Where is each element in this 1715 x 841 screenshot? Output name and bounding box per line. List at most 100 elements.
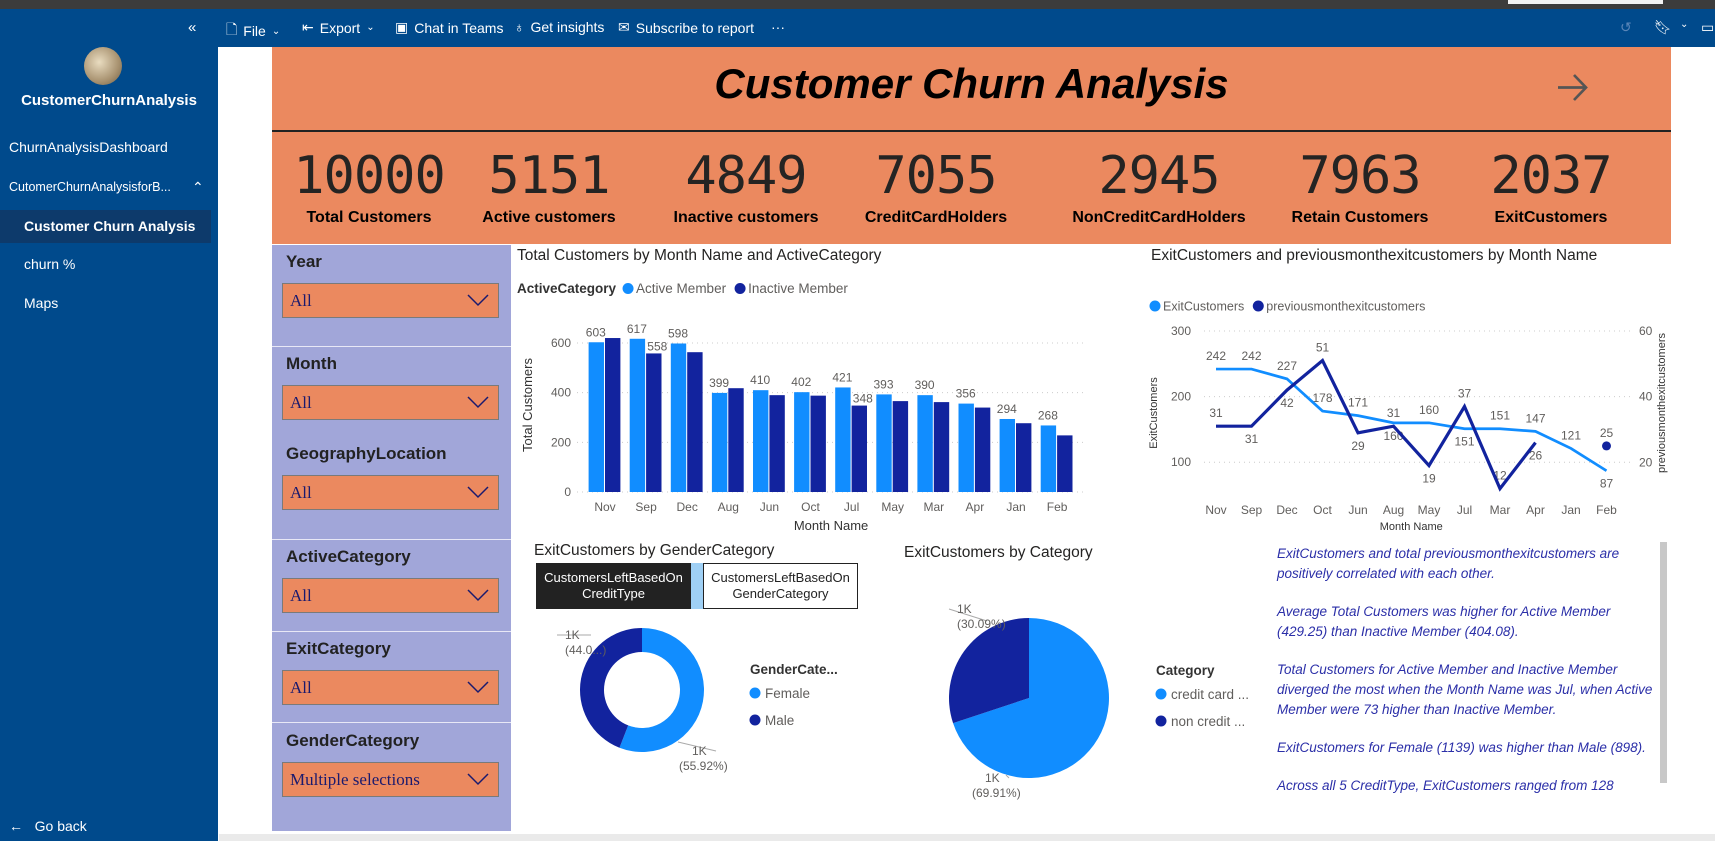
smart-narrative: ExitCustomers and total previousmonthexi… [1277, 544, 1657, 796]
legend-label: ExitCustomers [1163, 300, 1244, 314]
x-tick-label: Jul [844, 500, 859, 514]
address-box[interactable] [1508, 0, 1663, 4]
legend-title: GenderCate... [750, 662, 838, 677]
slicer-label: Year [286, 252, 322, 271]
x-tick-label: Apr [966, 500, 985, 514]
slicer-dropdown[interactable]: All [282, 385, 499, 420]
x-tick-label: Jun [1348, 503, 1367, 517]
bar-active-member [958, 403, 974, 492]
kpi-value: 10000 [293, 146, 446, 206]
slicer-dropdown[interactable]: All [282, 283, 499, 318]
slicer-value: All [290, 678, 312, 697]
bar-inactive-member [810, 395, 826, 492]
slicer-separator [272, 722, 511, 723]
data-label: 558 [647, 339, 667, 353]
nav-item-churn-analysis-dashboard[interactable]: ChurnAnalysisDashboard [9, 139, 168, 155]
bar-inactive-member [974, 407, 991, 492]
x-axis-title: Month Name [794, 518, 868, 533]
bar-active-member [917, 395, 933, 492]
nav-item-maps[interactable]: Maps [24, 295, 59, 311]
narrative-scrollbar[interactable] [1660, 542, 1667, 783]
kpi-value: 2037 [1490, 146, 1612, 206]
y-tick-label: 100 [1171, 455, 1191, 469]
slicer-panel: Year All Month All GeographyLocation All Activ… [272, 245, 511, 831]
file-icon: 🗋 [226, 21, 238, 37]
more-options-button[interactable]: ··· [771, 19, 785, 35]
data-label: 31 [1245, 432, 1259, 446]
subscribe-icon: ✉ [618, 19, 630, 35]
go-back-button[interactable]: ← Go back [0, 813, 211, 839]
get-insights-button[interactable]: ♁ Get insights [514, 19, 604, 35]
kpi-band: 10000 Total Customers 5151 Active customers… [272, 132, 1671, 244]
kpi-label: Active customers [482, 209, 616, 226]
x-tick-label: Sep [1241, 503, 1263, 517]
kpi-label: Total Customers [306, 209, 432, 226]
chat-in-teams-button[interactable]: ▣ Chat in Teams [395, 19, 503, 36]
data-label: 147 [1525, 411, 1545, 425]
data-label: 402 [791, 375, 811, 389]
data-label: 31 [1387, 406, 1401, 420]
title-banner: Customer Churn Analysis [272, 47, 1671, 130]
bar-active-member [835, 387, 851, 492]
slice-noncredit [949, 618, 1029, 724]
view-icon[interactable]: ▭ [1701, 19, 1715, 35]
credit-type-button[interactable]: CustomersLeftBasedOn CreditType [536, 563, 691, 609]
nav-item-churn-percent[interactable]: churn % [24, 256, 76, 272]
chevron-down-icon[interactable]: ⌄ [1680, 19, 1689, 30]
nav-item-customer-churn-analysis[interactable]: Customer Churn Analysis [0, 210, 211, 243]
slicer-dropdown[interactable]: All [282, 475, 499, 510]
data-label: 178 [1312, 391, 1332, 405]
bar-active-member [999, 418, 1015, 492]
data-label: 393 [873, 377, 893, 391]
slicer-dropdown[interactable]: Multiple selections [282, 762, 499, 797]
x-tick-label: Feb [1596, 503, 1617, 517]
y-axis-title: Total Customers [520, 358, 535, 452]
legend-marker [734, 283, 746, 294]
undo-icon[interactable]: ↺ [1620, 19, 1632, 35]
bookmark-icon[interactable]: 🔖︎ [1654, 19, 1672, 35]
data-label: 160 [1419, 403, 1439, 417]
data-label: 242 [1241, 349, 1261, 363]
x-tick-label: Sep [635, 500, 657, 514]
gender-category-button[interactable]: CustomersLeftBasedOn GenderCategory [703, 563, 858, 609]
slicer-value: All [290, 483, 312, 502]
bar-inactive-member [687, 352, 703, 492]
slice-percent: (55.92%) [679, 759, 728, 773]
x-tick-label: Jan [1006, 500, 1025, 514]
file-menu[interactable]: 🗋 File ⌄ [226, 19, 280, 43]
data-label: 598 [668, 326, 688, 340]
app-logo [84, 47, 122, 85]
slicer-dropdown[interactable]: All [282, 578, 499, 613]
data-label: 348 [853, 392, 873, 406]
chevron-down-icon [467, 294, 489, 307]
y-right-tick-label: 40 [1639, 390, 1653, 404]
lightbulb-icon: ♁ [514, 19, 525, 35]
nav-item-customer-churn-analysis-for[interactable]: CutomerChurnAnalysisforB... ⌃ [0, 171, 211, 204]
slicer-label: ActiveCategory [286, 547, 411, 566]
data-label: 227 [1277, 359, 1297, 373]
data-label: 26 [1529, 449, 1543, 463]
y-tick-label: 0 [564, 485, 571, 499]
arrow-right-icon[interactable] [1556, 71, 1589, 104]
legend-marker [749, 687, 761, 699]
x-tick-label: Jul [1457, 503, 1472, 517]
data-label: 42 [1280, 396, 1294, 410]
data-label: 29 [1351, 439, 1365, 453]
data-label: 410 [750, 373, 770, 387]
line-chart-title: ExitCustomers and previousmonthexitcusto… [1151, 247, 1598, 264]
export-menu[interactable]: ⇤ Export ⌄ [302, 19, 375, 36]
y-right-tick-label: 20 [1639, 455, 1653, 469]
leader-line [677, 741, 717, 752]
data-label: 151 [1454, 435, 1474, 449]
slicer-dropdown[interactable]: All [282, 670, 499, 705]
kpi-card: 7963 Retain Customers [1240, 146, 1480, 227]
data-label: 390 [915, 378, 935, 392]
subscribe-button[interactable]: ✉ Subscribe to report [618, 19, 754, 36]
collapse-nav-button[interactable]: « [188, 19, 197, 36]
y-axis-title: ExitCustomers [1148, 377, 1160, 449]
slice-female [619, 628, 704, 752]
legend-marker [749, 714, 761, 726]
legend-label: previousmonthexitcustomers [1266, 300, 1425, 314]
bar-inactive-member [769, 395, 785, 492]
x-tick-label: Apr [1526, 503, 1545, 517]
